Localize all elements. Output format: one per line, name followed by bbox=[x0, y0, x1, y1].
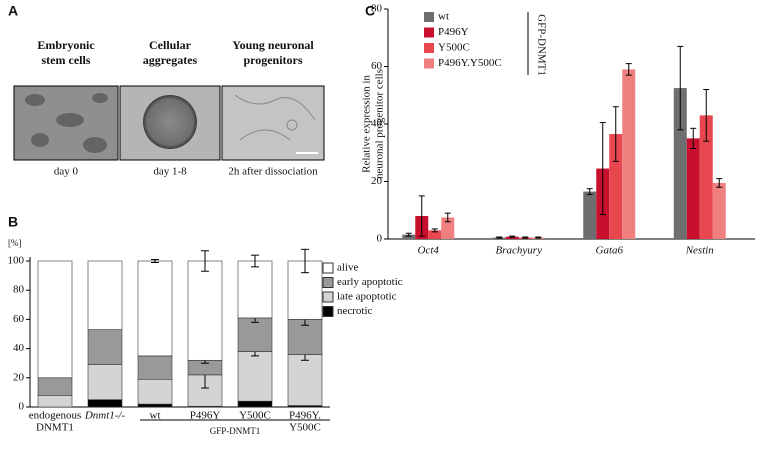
x-tick-label: wt bbox=[150, 410, 161, 422]
legend-swatch bbox=[322, 306, 334, 317]
legend-label: late apoptotic bbox=[337, 291, 397, 303]
bar-segment bbox=[137, 378, 173, 405]
column-title: progenitors bbox=[243, 53, 302, 67]
y-tick-label: 40 bbox=[13, 342, 25, 354]
y-tick-label: 0 bbox=[19, 401, 25, 413]
y-unit: [%] bbox=[8, 238, 22, 248]
y-tick-label: 60 bbox=[13, 313, 25, 325]
bar bbox=[686, 138, 700, 239]
x-tick-label: Y500C bbox=[239, 410, 271, 422]
x-tick-label: P496Y. bbox=[289, 410, 321, 422]
legend-swatch bbox=[322, 291, 334, 303]
y-tick-label: 80 bbox=[371, 3, 383, 15]
bar-segment bbox=[137, 260, 173, 357]
legend-swatch bbox=[322, 277, 334, 288]
bar-segment bbox=[237, 317, 273, 352]
bar bbox=[609, 134, 623, 239]
column-title: aggregates bbox=[143, 53, 198, 67]
column-title: Embryonic bbox=[37, 38, 95, 52]
bar bbox=[673, 88, 687, 239]
bar-segment bbox=[237, 260, 273, 319]
bar-segment bbox=[37, 260, 73, 379]
bar bbox=[622, 69, 636, 239]
x-tick-label: Oct4 bbox=[418, 245, 440, 257]
legend-swatch bbox=[424, 43, 434, 53]
legend-label: wt bbox=[438, 11, 449, 23]
bar-segment bbox=[37, 377, 73, 396]
panel-label: B bbox=[8, 214, 18, 230]
y-axis-label: neuronal progenitor cells bbox=[374, 69, 386, 179]
bar-segment bbox=[87, 329, 123, 365]
legend-swatch bbox=[322, 262, 334, 274]
x-tick-label: Nestin bbox=[685, 245, 715, 257]
legend-title: GFP-DNMT1 bbox=[535, 14, 547, 76]
y-tick-label: 40 bbox=[371, 118, 383, 130]
bar-segment bbox=[87, 260, 123, 330]
column-caption: day 0 bbox=[54, 166, 79, 178]
y-tick-label: 20 bbox=[371, 175, 383, 187]
column-caption: 2h after dissociation bbox=[228, 166, 318, 178]
y-tick-label: 80 bbox=[13, 284, 25, 296]
bar-segment bbox=[187, 260, 223, 361]
bar bbox=[428, 230, 442, 239]
legend-swatch bbox=[424, 12, 434, 22]
column-caption: day 1-8 bbox=[153, 166, 187, 178]
legend-label: alive bbox=[337, 262, 358, 274]
bar bbox=[441, 217, 455, 239]
x-tick-label: Gata6 bbox=[596, 245, 624, 257]
bar-segment bbox=[137, 355, 173, 380]
panel-label: C bbox=[365, 3, 375, 19]
x-tick-label: Dnmt1-/- bbox=[84, 410, 126, 422]
y-tick-label: 60 bbox=[371, 60, 383, 72]
x-tick-label: Brachyury bbox=[496, 245, 543, 257]
x-tick-label: Y500C bbox=[289, 422, 321, 434]
group-label: GFP-DNMT1 bbox=[210, 426, 261, 436]
legend-swatch bbox=[424, 58, 434, 69]
bar bbox=[712, 182, 726, 239]
bar-segment bbox=[137, 403, 173, 408]
legend-label: Y500C bbox=[438, 42, 470, 54]
bar bbox=[505, 236, 519, 239]
column-title: Cellular bbox=[149, 38, 192, 52]
x-tick-label: P496Y bbox=[190, 410, 221, 422]
bar-segment bbox=[37, 395, 73, 408]
column-title: Young neuronal bbox=[232, 38, 314, 52]
aggregate bbox=[143, 95, 197, 149]
y-axis-label: Relative expression in bbox=[361, 75, 373, 173]
legend-label: early apoptotic bbox=[337, 276, 403, 288]
y-tick-label: 0 bbox=[377, 233, 383, 245]
legend-label: P496Y bbox=[438, 26, 469, 38]
bar-segment bbox=[87, 364, 123, 401]
bar bbox=[583, 191, 597, 239]
x-tick-label: endogenous bbox=[29, 410, 82, 422]
bar bbox=[402, 234, 416, 239]
bar-segment bbox=[87, 399, 123, 408]
x-tick-label: DNMT1 bbox=[36, 422, 74, 434]
column-title: stem cells bbox=[42, 53, 91, 67]
panel-label: A bbox=[8, 3, 18, 19]
y-tick-label: 100 bbox=[8, 255, 25, 267]
legend-label: necrotic bbox=[337, 305, 373, 317]
legend-swatch bbox=[424, 27, 434, 38]
bar-segment bbox=[237, 351, 273, 402]
bar-segment bbox=[287, 354, 323, 406]
bar bbox=[699, 115, 713, 239]
y-tick-label: 20 bbox=[13, 371, 25, 383]
legend-label: P496Y.Y500C bbox=[438, 57, 502, 69]
